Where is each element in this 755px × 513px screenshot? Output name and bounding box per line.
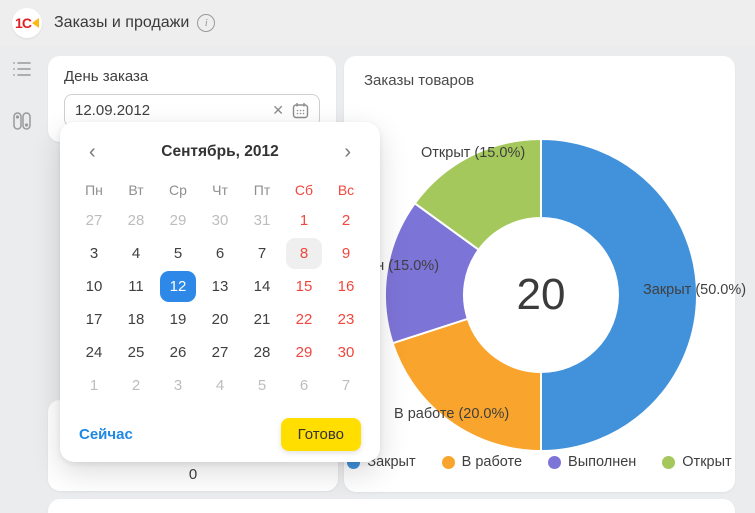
calendar-day: 28 — [127, 212, 145, 229]
legend-item[interactable]: В работе — [441, 454, 523, 470]
calendar-day: 4 — [215, 377, 225, 394]
sidebar — [0, 46, 44, 507]
calendar-day: 7 — [341, 377, 351, 394]
weekday-header: Пт — [253, 182, 271, 198]
calendar-day[interactable]: 8 — [286, 238, 322, 269]
calendar-day[interactable]: 25 — [127, 344, 145, 361]
calendar-day[interactable]: 16 — [337, 278, 355, 295]
calendar-day: 31 — [253, 212, 271, 229]
calendar-day[interactable]: 26 — [169, 344, 187, 361]
calendar-day: 2 — [131, 377, 141, 394]
chart-title: Заказы товаров — [364, 72, 475, 89]
calendar-icon[interactable] — [292, 102, 309, 119]
calendar-day[interactable]: 7 — [257, 245, 267, 262]
donut-slice[interactable] — [413, 137, 542, 252]
legend-label: Выполнен — [568, 454, 637, 470]
calendar-day: 6 — [299, 377, 309, 394]
donut-slice[interactable] — [391, 317, 542, 453]
calendar-day: 3 — [173, 377, 183, 394]
calendar-day[interactable]: 20 — [211, 311, 229, 328]
legend-label: Открыт — [682, 454, 732, 470]
slice-label-v-rabote: В работе (20.0%) — [394, 406, 510, 422]
calendar-weekday-row: Пн Вт Ср Чт Пт Сб Вс — [73, 176, 367, 204]
calendar-day[interactable]: 5 — [173, 245, 183, 262]
calendar-day[interactable]: 14 — [253, 278, 271, 295]
weekday-header: Пн — [85, 182, 103, 198]
weekday-header: Сб — [294, 182, 314, 198]
calendar-day[interactable]: 23 — [337, 311, 355, 328]
calendar-day[interactable]: 13 — [211, 278, 229, 295]
weekday-header: Чт — [212, 182, 228, 198]
slice-label-zakryt: Закрыт (50.0%) — [643, 282, 747, 298]
calendar-day[interactable]: 18 — [127, 311, 145, 328]
calendar-day: 5 — [257, 377, 267, 394]
calendar-day[interactable]: 17 — [85, 311, 103, 328]
clear-icon[interactable]: ✕ — [272, 102, 284, 118]
app-header: 1С Заказы и продажи i — [0, 0, 755, 46]
legend-item[interactable]: Выполнен — [548, 454, 636, 470]
done-button[interactable]: Готово — [280, 418, 361, 451]
logo-arrow-icon — [31, 18, 39, 28]
calendar-day[interactable]: 6 — [215, 245, 225, 262]
chart-legend: Закрыт В работе Выполнен Открыт — [344, 454, 735, 470]
legend-dot — [441, 455, 455, 469]
calendar-day[interactable]: 27 — [211, 344, 229, 361]
calendar-day: 29 — [169, 212, 187, 229]
toggles-icon[interactable] — [13, 111, 31, 136]
calendar-day[interactable]: 21 — [253, 311, 271, 328]
calendar-day[interactable]: 11 — [128, 278, 144, 295]
calendar-day: 27 — [85, 212, 103, 229]
slice-label-otkryt: Открыт (15.0%) — [421, 145, 526, 161]
next-month-icon[interactable]: › — [344, 141, 351, 163]
calendar-day: 1 — [89, 377, 99, 394]
calendar-day[interactable]: 30 — [337, 344, 355, 361]
metric-value: 0 — [188, 466, 198, 483]
info-icon[interactable]: i — [197, 14, 216, 32]
calendar-day[interactable]: 3 — [89, 245, 99, 262]
orders-chart-card: Заказы товаров 20 Открыт (15.0%) Закрыт … — [316, 56, 746, 492]
legend-label: Закрыт — [367, 454, 416, 470]
weekday-header: Ср — [169, 182, 187, 198]
legend-dot — [548, 455, 562, 469]
prev-month-icon[interactable]: ‹ — [89, 141, 96, 163]
date-input-value[interactable]: 12.09.2012 — [75, 102, 151, 119]
weekday-header: Вс — [337, 182, 355, 198]
calendar-day[interactable]: 24 — [85, 344, 103, 361]
donut-chart[interactable] — [384, 137, 698, 453]
page-title: Заказы и продажи — [54, 14, 190, 31]
calendar-day[interactable]: 12 — [160, 271, 196, 302]
order-day-label: День заказа — [64, 68, 149, 85]
calendar-month-title: Сентябрь, 2012 — [161, 143, 279, 160]
weekday-header: Вт — [128, 182, 144, 198]
list-icon[interactable] — [12, 60, 32, 83]
calendar-day[interactable]: 29 — [295, 344, 313, 361]
calendar-day[interactable]: 15 — [295, 278, 313, 295]
donut-slice[interactable] — [540, 137, 698, 453]
calendar-day[interactable]: 22 — [295, 311, 313, 328]
legend-item[interactable]: Открыт — [662, 454, 732, 470]
calendar-day[interactable]: 2 — [341, 212, 351, 229]
date-input[interactable]: 12.09.2012 ✕ — [64, 94, 320, 127]
calendar-day[interactable]: 9 — [341, 245, 351, 262]
calendar-day: 30 — [211, 212, 229, 229]
calendar-days-grid: 27 28 29 30 31 1 2 3 4 5 6 7 8 9 10 11 12 13 14 15 16 17 18 19 2… — [73, 204, 367, 402]
donut-slice[interactable] — [384, 201, 481, 345]
now-link[interactable]: Сейчас — [79, 426, 133, 443]
calendar-day[interactable]: 4 — [131, 245, 141, 262]
1c-logo: 1С — [12, 8, 42, 38]
bottom-card-edge — [48, 499, 735, 513]
logo-text: 1С — [15, 15, 32, 31]
date-picker-popup: ‹ Сентябрь, 2012 › Пн Вт Ср Чт Пт Сб Вс 27 28 29… — [60, 122, 380, 462]
calendar-day[interactable]: 1 — [299, 212, 309, 229]
legend-dot — [662, 455, 676, 469]
legend-label: В работе — [461, 454, 523, 470]
calendar-day[interactable]: 28 — [253, 344, 271, 361]
calendar-day[interactable]: 19 — [169, 311, 187, 328]
calendar-day[interactable]: 10 — [85, 278, 103, 295]
